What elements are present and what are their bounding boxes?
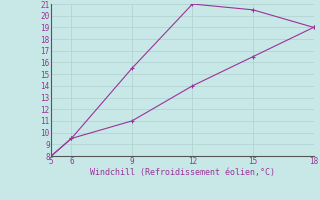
X-axis label: Windchill (Refroidissement éolien,°C): Windchill (Refroidissement éolien,°C) [90, 168, 275, 177]
